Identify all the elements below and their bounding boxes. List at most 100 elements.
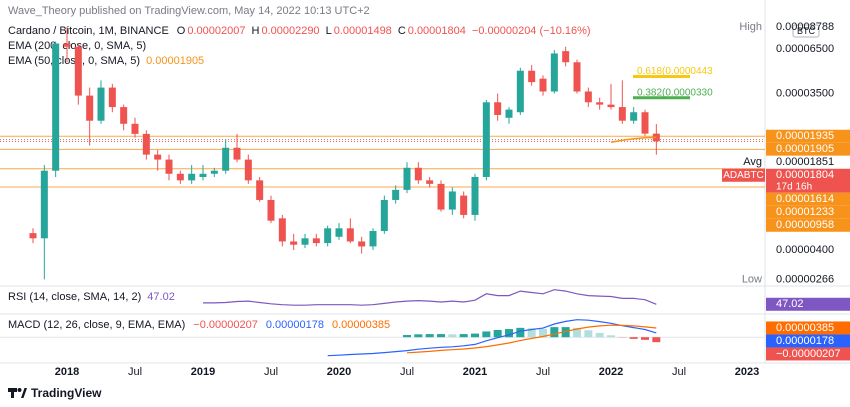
- candle-body: [482, 102, 490, 177]
- ohlc-key: L: [326, 25, 332, 37]
- axis-badge-label: 0.00001614: [776, 193, 834, 205]
- fib-label: 0.618(0.0000443: [637, 66, 713, 77]
- axis-badge: [766, 218, 850, 232]
- rsi-line: [203, 289, 657, 306]
- ohlc-value: 0.00002290: [261, 25, 319, 37]
- candle-body: [154, 154, 162, 160]
- indicator-value: 0.00001905: [146, 55, 204, 67]
- axis-badge-label: 0.00001804: [776, 169, 834, 181]
- y-tick-label: 0.00006500: [776, 43, 834, 55]
- axis-badge: [766, 155, 850, 169]
- x-tick-label: Jul: [536, 366, 550, 378]
- macd-hist-bar: [561, 327, 570, 338]
- candle-body: [584, 91, 592, 103]
- macd-hist-bar: [539, 328, 547, 338]
- ohlc-key: C: [398, 25, 406, 37]
- indicator-name: EMA (200, close, 0, SMA, 5): [8, 40, 146, 52]
- signal-line: [406, 324, 657, 354]
- macd-signal-value: 0.00000385: [332, 319, 390, 331]
- macd-hist-value: −0.00000207: [193, 319, 258, 331]
- candle-body: [335, 228, 343, 237]
- axis-badge-label: −0.00000207: [776, 348, 841, 360]
- candle-body: [278, 218, 286, 242]
- countdown: 17d 16h: [776, 181, 812, 192]
- x-tick-label: 2020: [327, 366, 351, 378]
- macd-hist-bar: [595, 332, 604, 338]
- macd-line: [327, 319, 657, 357]
- candle-body: [290, 241, 298, 245]
- chart-title: Cardano / Bitcoin, 1M, BINANCE: [8, 25, 169, 37]
- axis-badge-label: 0.00001905: [776, 143, 834, 155]
- candle-body: [403, 167, 411, 190]
- ohlc-value: 0.00001498: [334, 25, 392, 37]
- candle-body: [652, 133, 660, 142]
- candle-body: [233, 147, 241, 160]
- candle-body: [165, 159, 173, 174]
- candle-body: [471, 176, 479, 215]
- x-tick-label: Jul: [672, 366, 686, 378]
- axis-badge-label: 0.00000958: [776, 219, 834, 231]
- ema-line: [610, 136, 657, 144]
- brand-name: TradingView: [31, 386, 102, 400]
- candle-body: [516, 70, 524, 113]
- macd-hist-bar: [425, 334, 434, 338]
- candle-body: [86, 95, 94, 121]
- macd-value: 0.00000178: [266, 319, 324, 331]
- extreme-tag: High: [739, 21, 762, 33]
- macd-hist-bar: [493, 330, 502, 338]
- candle-body: [380, 199, 388, 232]
- macd-hist-bar: [403, 335, 411, 338]
- x-tick-label: Jul: [264, 366, 278, 378]
- ohlc-key: O: [177, 25, 186, 37]
- candle-body: [630, 112, 638, 121]
- currency-badge: [792, 24, 820, 38]
- macd-hist-bar: [482, 331, 491, 338]
- axis-badge: [766, 192, 850, 206]
- macd-hist-bar: [448, 334, 457, 338]
- fib-label: 0.382(0.0000330: [637, 87, 713, 98]
- axis-badge: [766, 297, 850, 311]
- axis-badge-label: 0.00000385: [776, 322, 834, 334]
- macd-hist-bar: [584, 330, 593, 338]
- candle-body: [267, 199, 275, 221]
- candle-body: [358, 241, 366, 247]
- candle-body: [301, 238, 309, 245]
- candle-body: [528, 70, 536, 83]
- axis-badge-label: 0.00000178: [776, 335, 834, 347]
- symbol-tag: ADABTC: [723, 170, 764, 181]
- macd-hist-bar: [550, 327, 559, 338]
- axis-badge: [766, 334, 850, 348]
- axis-badge-label: 0.00001935: [776, 130, 834, 142]
- candle-body: [120, 107, 128, 124]
- x-tick-label: Jul: [128, 366, 142, 378]
- macd-hist-bar: [505, 329, 513, 338]
- candle-body: [437, 183, 445, 210]
- axis-badge: [766, 142, 850, 156]
- candle-body: [618, 107, 626, 121]
- candle-body: [63, 43, 71, 47]
- macd-hist-bar: [641, 337, 649, 340]
- candle-body: [142, 133, 150, 155]
- candle-body: [494, 102, 502, 115]
- candle-body: [40, 170, 48, 239]
- candle-body: [52, 43, 60, 171]
- brand-logo: [8, 388, 27, 398]
- candle-body: [346, 228, 354, 242]
- axis-badge: [766, 347, 850, 361]
- currency: BTC: [797, 26, 816, 36]
- y-tick-label: 0.00000400: [776, 244, 834, 256]
- candle-body: [312, 238, 320, 244]
- candle-body: [460, 195, 468, 215]
- candle-body: [210, 170, 218, 174]
- macd-hist-bar: [652, 337, 661, 343]
- axis-badge: [766, 321, 850, 335]
- macd-hist-bar: [629, 337, 638, 339]
- axis-badge-label: 0.00001233: [776, 206, 834, 218]
- avg-tag: Avg: [743, 156, 762, 168]
- candle-body: [369, 231, 377, 247]
- candle-body: [550, 53, 558, 92]
- candle-body: [222, 147, 230, 171]
